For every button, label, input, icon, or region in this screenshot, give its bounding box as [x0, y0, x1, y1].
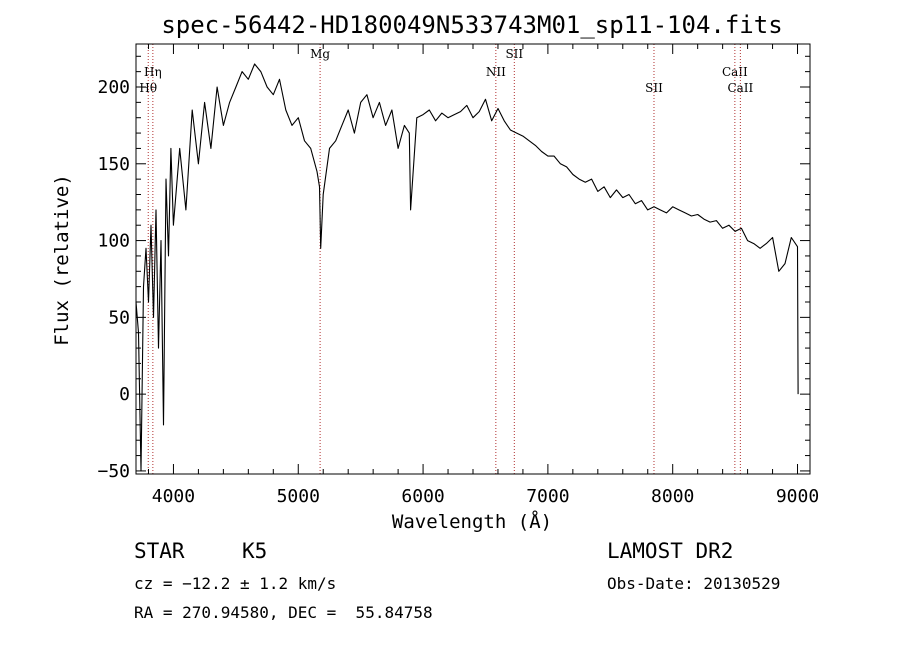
spectral-line-label: SII — [645, 81, 663, 95]
spectral-line-label: NII — [486, 65, 506, 79]
x-tick-label: 6000 — [401, 486, 444, 507]
y-tick-label: −50 — [97, 461, 130, 482]
obs-date-text: Obs-Date: 20130529 — [607, 574, 781, 593]
x-axis-title: Wavelength (Å) — [392, 510, 552, 533]
spectral-line-label: CaII — [722, 65, 748, 79]
spectral-line-label: Hη — [144, 65, 162, 79]
x-tick-label: 7000 — [526, 486, 569, 507]
redshift-text: cz = −12.2 ± 1.2 km/s — [134, 574, 337, 593]
spectral-line-label: Mg — [310, 47, 330, 61]
y-tick-label: 200 — [97, 77, 130, 98]
x-tick-label: 9000 — [776, 486, 819, 507]
chart-title: spec-56442-HD180049N533743M01_sp11-104.f… — [161, 11, 782, 39]
x-tick-label: 4000 — [152, 486, 195, 507]
subclass-text: K5 — [242, 539, 268, 563]
spectrum-series-line — [135, 63, 799, 472]
spectral-line-label: Hθ — [139, 81, 157, 95]
spectral-line-label: SII — [505, 47, 523, 61]
survey-text: LAMOST DR2 — [607, 539, 734, 563]
y-tick-label: 50 — [108, 307, 130, 328]
y-axis-title: Flux (relative) — [51, 174, 73, 346]
coordinates-text: RA = 270.94580, DEC = 55.84758 — [134, 603, 433, 622]
y-tick-label: 0 — [119, 384, 130, 405]
x-tick-label: 8000 — [651, 486, 694, 507]
object-class-text: STAR — [134, 539, 185, 563]
y-tick-label: 150 — [97, 154, 130, 175]
y-tick-label: 100 — [97, 231, 130, 252]
x-tick-label: 5000 — [277, 486, 320, 507]
spectral-line-label: CaII — [727, 81, 753, 95]
plot-frame — [135, 43, 811, 475]
